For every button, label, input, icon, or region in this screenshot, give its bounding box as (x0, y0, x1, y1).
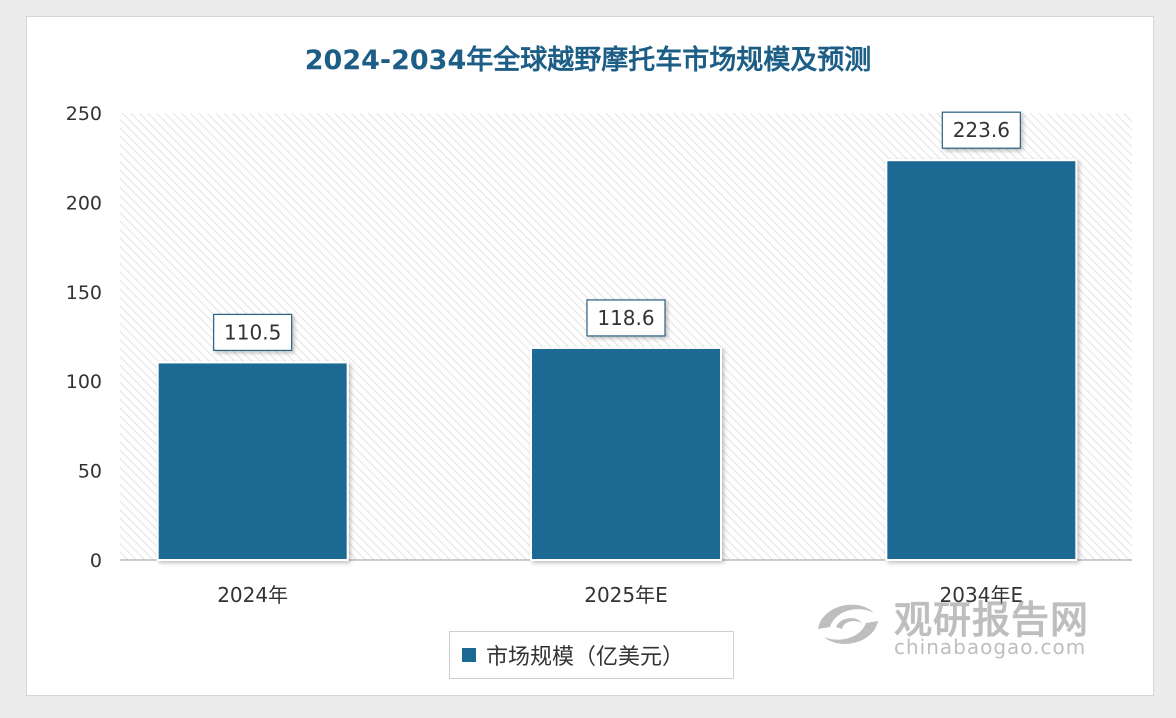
x-tick-label: 2024年 (217, 583, 288, 607)
data-label: 110.5 (224, 320, 281, 344)
bars: 110.5 118.6 223.6 (156, 111, 1078, 562)
data-label-box (586, 299, 666, 337)
watermark-url: chinabaogao.com (894, 635, 1087, 659)
bar (885, 159, 1078, 562)
data-label: 223.6 (953, 118, 1010, 142)
data-label-box (213, 313, 293, 352)
y-tick-label: 0 (90, 550, 102, 572)
x-tick-label: 2025年E (584, 583, 668, 607)
swirl-logo-icon (818, 604, 878, 644)
legend-swatch (462, 648, 476, 662)
bar (530, 346, 722, 561)
y-tick-label: 200 (66, 192, 102, 214)
legend-label: 市场规模（亿美元） (486, 645, 685, 670)
watermark-name: 观研报告网 (894, 598, 1090, 642)
chart-title: 2024-2034年全球越野摩托车市场规模及预测 (304, 45, 872, 76)
watermark: 观研报告网 chinabaogao.com (808, 583, 1108, 663)
y-tick-label: 250 (66, 103, 102, 125)
data-label: 118.6 (597, 306, 654, 330)
y-tick-label: 50 (78, 461, 102, 483)
x-tick-label: 2034年E (940, 583, 1024, 607)
y-tick-label: 150 (66, 282, 102, 304)
data-label-box (941, 111, 1021, 149)
bar (156, 361, 349, 561)
y-axis: 0 50 100 150 200 250 (66, 103, 102, 572)
y-tick-label: 100 (66, 371, 102, 393)
x-axis: 2024年 2025年E 2034年E (217, 583, 1023, 607)
legend: 市场规模（亿美元） (449, 631, 734, 679)
